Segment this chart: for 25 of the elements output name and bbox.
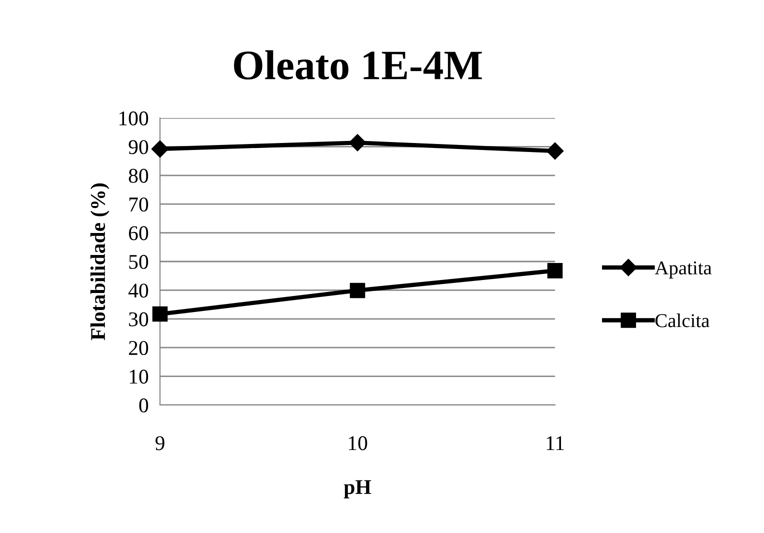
x-tick-label: 10 (348, 436, 368, 450)
point (547, 263, 563, 278)
y-tick-label: 60 (128, 226, 148, 240)
y-tick-label: 40 (128, 284, 148, 298)
y-tick-label: 100 (119, 111, 148, 126)
y-tick-label: 70 (129, 197, 148, 212)
legend-label: Calcita (655, 314, 710, 328)
y-tick-label: 20 (128, 340, 148, 356)
legend-label: Apatita (654, 261, 712, 278)
y-tick-label: 10 (130, 370, 148, 384)
chart-title: Oleato 1E-4M (234, 50, 482, 80)
point (348, 134, 366, 152)
y-tick-label: 50 (129, 254, 148, 269)
x-axis-title: pH (344, 480, 372, 498)
y-tick-label: 0 (139, 398, 148, 412)
point (546, 142, 564, 160)
x-tick-label: 11 (546, 436, 564, 450)
point (152, 306, 168, 322)
y-tick-label: 90 (128, 140, 148, 154)
point (151, 140, 169, 158)
y-tick-label: 30 (129, 312, 148, 326)
x-tick-label: 9 (155, 436, 164, 450)
y-tick-label: 80 (128, 168, 148, 183)
y-axis-title: Flotabilidade (%) (90, 183, 110, 340)
point (350, 282, 366, 298)
